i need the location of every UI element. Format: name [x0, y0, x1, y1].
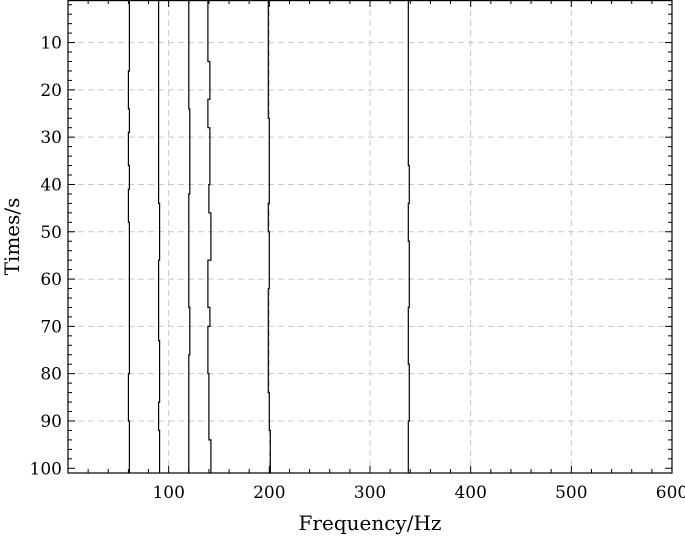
- x-tick-label: 500: [555, 483, 587, 503]
- x-tick-label: 100: [152, 483, 184, 503]
- y-axis-title: Times/s: [0, 198, 24, 276]
- x-tick-label: 600: [656, 483, 685, 503]
- y-tick-label: 80: [40, 365, 62, 385]
- y-tick-label: 50: [40, 223, 62, 243]
- frequency-tracks: [127, 0, 410, 474]
- y-tick-labels: 10 20 30 40 50 60 70 80 90 100: [30, 34, 62, 480]
- y-tick-label: 100: [30, 459, 62, 479]
- axis-ticks: [68, 0, 673, 473]
- y-tick-label: 90: [40, 412, 62, 432]
- frequency-track-1: [127, 0, 130, 473]
- y-tick-label: 20: [40, 81, 62, 101]
- y-tick-label: 10: [40, 34, 62, 54]
- x-tick-label: 200: [253, 483, 285, 503]
- x-tick-labels: 100 200 300 400 500 600: [152, 483, 685, 503]
- y-tick-label: 60: [40, 270, 62, 290]
- y-tick-label: 40: [40, 175, 62, 195]
- grid-lines: [68, 0, 673, 473]
- frequency-track-3: [188, 0, 191, 473]
- x-tick-label: 300: [354, 483, 386, 503]
- x-axis-title: Frequency/Hz: [299, 511, 442, 535]
- frequency-track-6: [407, 0, 410, 474]
- x-tick-label: 400: [454, 483, 486, 503]
- frequency-track-2: [158, 0, 161, 473]
- frequency-track-5: [267, 0, 271, 474]
- frequency-track-4: [207, 0, 212, 474]
- y-tick-label: 30: [40, 128, 62, 148]
- y-tick-label: 70: [40, 317, 62, 337]
